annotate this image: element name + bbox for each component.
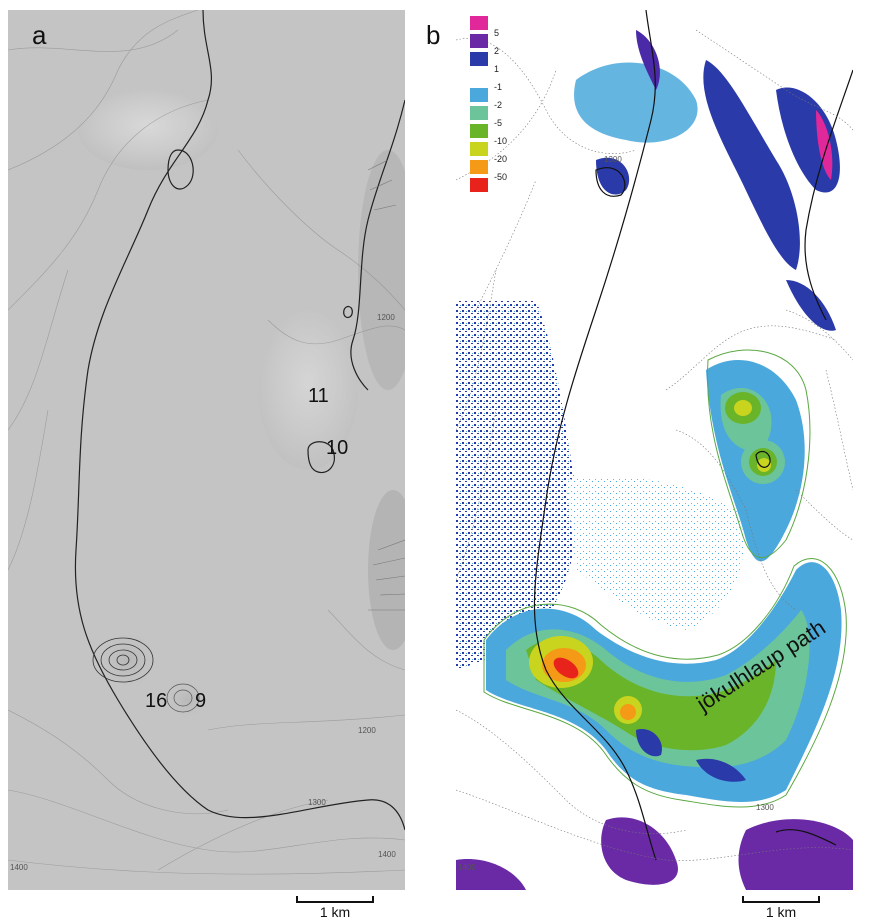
main-contours	[74, 10, 405, 831]
contour-label: 1300	[308, 798, 326, 807]
panel-a-map: 11 10 16 9 1200 1200 1300 1400 1400	[8, 10, 405, 875]
contour-1200-ridge	[350, 99, 405, 391]
relief-ridge	[358, 150, 405, 390]
feature-label-10: 10	[326, 437, 348, 459]
panel-b-elevation-change: 1300 1300 1400 jökulhlaup path b	[456, 10, 853, 890]
patch-dark-blue	[636, 729, 662, 757]
legend-swatch-2	[470, 34, 488, 48]
depression-outlines	[483, 349, 847, 808]
faint-contours	[8, 10, 405, 875]
panel-b-letter: b	[426, 20, 441, 50]
patch-purple	[456, 859, 526, 890]
cauldron-shading	[88, 620, 168, 700]
closed-contour-10	[755, 450, 771, 468]
patch-purple	[636, 30, 660, 90]
scale-bar-a-label: 1 km	[319, 904, 351, 920]
patch-dark-blue	[696, 758, 746, 782]
speckled-noise-zone	[566, 476, 744, 630]
legend-swatch-neg20	[470, 142, 488, 156]
legend-swatch-neg2	[470, 88, 488, 102]
legend-value: -10	[494, 136, 508, 146]
contour-label: 1300	[604, 155, 622, 164]
scale-bar-b-line	[742, 896, 820, 903]
contour-label: 1400	[10, 863, 28, 872]
patch-purple	[601, 817, 678, 885]
panel-a-label: a	[32, 20, 47, 50]
contour-label: 1300	[756, 803, 774, 812]
relief-hill	[78, 90, 218, 170]
relief-ridge	[368, 490, 405, 650]
contour-1300	[533, 10, 657, 861]
feature-label-16: 16	[145, 690, 167, 712]
feature-label-11: 11	[308, 385, 329, 407]
main-contours	[533, 10, 853, 861]
closed-contour	[167, 149, 194, 190]
closed-contour-10	[307, 441, 335, 474]
legend-value: -20	[494, 154, 508, 164]
panel-b-map: 1300 1300 1400 jökulhlaup path	[456, 10, 853, 890]
depression-16-core	[553, 657, 579, 679]
panel-a-shaded-relief: 11 10 16 9 1200 1200 1300 1400 1400 a	[8, 10, 405, 890]
legend-value: -5	[494, 118, 503, 128]
legend-swatch-neg1	[470, 70, 488, 84]
legend-value: 2	[494, 46, 500, 56]
dotted-contours	[456, 29, 853, 861]
legend-swatch-neg5	[470, 106, 488, 120]
contour-1300-south	[775, 829, 837, 846]
cauldron-16-rings	[92, 637, 154, 683]
speckled-thickening-zone	[456, 300, 577, 670]
patch-light-blue	[574, 62, 698, 143]
legend-swatch-5	[470, 16, 488, 30]
patch-pink	[816, 110, 833, 180]
depression-9-core	[620, 704, 636, 720]
depression-10-core	[757, 458, 771, 472]
contour-1300	[74, 10, 405, 831]
legend-value: -50	[494, 172, 508, 182]
closed-contour-small	[343, 305, 353, 319]
legend-value: -1	[494, 82, 503, 92]
contour-label: 1200	[358, 726, 376, 735]
legend-value: -2	[494, 100, 503, 110]
relief-hill	[258, 310, 358, 470]
patch-purple	[738, 819, 853, 890]
scale-bar-b-label: 1 km	[765, 904, 797, 920]
scale-bar-a-line	[296, 896, 374, 903]
depression-11-core	[734, 400, 752, 416]
legend-value: 1	[494, 64, 500, 74]
legend-swatch-neg50	[470, 160, 488, 174]
patch-dark-blue	[596, 157, 630, 195]
legend-swatch-neg10	[470, 124, 488, 138]
contour-label: 1400	[378, 850, 396, 859]
contour-label: 1400	[458, 863, 476, 872]
crevasse-texture	[367, 159, 405, 611]
legend-swatch-1	[470, 52, 488, 66]
legend-swatch-min	[470, 178, 488, 192]
feature-label-9: 9	[195, 690, 206, 712]
cauldron-shading	[160, 675, 216, 725]
contour-1200-ridge	[804, 69, 853, 321]
closed-contour	[595, 167, 626, 197]
contour-label: 1200	[377, 313, 395, 322]
patch-dark-blue	[786, 280, 836, 331]
cauldron-9-rings	[166, 683, 200, 713]
legend-value: 5	[494, 28, 500, 38]
patch-dark-blue-band	[703, 60, 800, 270]
